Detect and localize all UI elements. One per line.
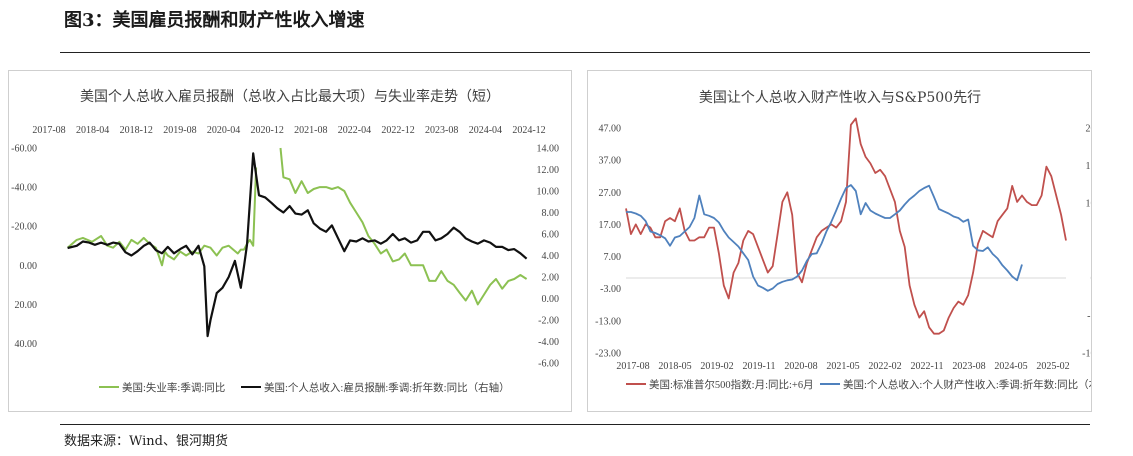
left-y-tick-label: 0.00 <box>20 261 38 272</box>
source-note: 数据来源：Wind、银河期货 <box>64 434 228 449</box>
left-y-tick-label: 20.00 <box>15 300 38 311</box>
right-y-tick-label: 2.00 <box>542 273 560 284</box>
left-y-tick-label: -23.00 <box>595 349 621 360</box>
title-divider <box>60 52 1090 53</box>
x-tick-label: 2025-02 <box>1036 361 1069 372</box>
figure-title: 图3：美国雇员报酬和财产性收入增速 <box>64 10 365 31</box>
right-y-tick-label: 12.00 <box>537 165 560 176</box>
right-y-tick-label: 5.00 <box>1091 236 1092 247</box>
right-y-tick-label: 0.00 <box>1091 274 1092 285</box>
series-line <box>66 167 258 267</box>
x-tick-label: 2022-02 <box>868 361 901 372</box>
right-y-tick-label: 14.00 <box>537 144 560 155</box>
right-y-tick-label: -4.00 <box>538 337 559 348</box>
left-y-tick-label: 37.00 <box>599 156 622 167</box>
x-tick-label: 2023-08 <box>952 361 985 372</box>
x-tick-label: 2021-05 <box>826 361 859 372</box>
right-y-tick-label: 8.00 <box>542 208 560 219</box>
source-divider <box>60 424 1090 425</box>
x-tick-label: 2018-05 <box>658 361 691 372</box>
left-y-tick-label: -3.00 <box>600 284 621 295</box>
x-tick-label: 2020-08 <box>784 361 817 372</box>
right-y-tick-label: 4.00 <box>542 251 560 262</box>
right-y-tick-label: -10.00 <box>1082 349 1091 360</box>
right-y-tick-label: 0.00 <box>542 294 560 305</box>
chart-panel-left: 美国个人总收入雇员报酬（总收入占比最大项）与失业率走势（短） 2017-08 201… <box>8 70 572 412</box>
x-tick-label: 2024-05 <box>994 361 1027 372</box>
left-y-tick-label: 40.00 <box>15 339 38 350</box>
left-y-tick-label: -60.00 <box>11 144 37 155</box>
right-y-tick-label: -2.00 <box>538 316 559 327</box>
series-line <box>279 147 528 306</box>
left-y-tick-label: -20.00 <box>11 222 37 233</box>
legend-label: 美国:个人总收入:个人财产性收入:季调:折年数:同比（右轴） <box>843 378 1091 391</box>
x-tick-label: 2017-08 <box>616 361 649 372</box>
left-y-tick-label: 27.00 <box>599 188 622 199</box>
x-tick-label: 2024-04 <box>469 125 502 136</box>
legend-label: 美国:标准普尔500指数:月:同比:+6月 <box>649 378 814 391</box>
x-tick-label: 2019-08 <box>163 125 196 136</box>
x-tick-label: 2019-11 <box>743 361 776 372</box>
x-tick-label: 2020-04 <box>207 125 240 136</box>
x-tick-label: 2022-04 <box>338 125 371 136</box>
chart-title: 美国让个人总收入财产性收入与S&P500先行 <box>699 90 981 106</box>
left-y-tick-label: -13.00 <box>595 316 621 327</box>
right-y-tick-label: 10.00 <box>1086 199 1092 210</box>
right-y-tick-label: 6.00 <box>542 230 560 241</box>
x-tick-label: 2022-12 <box>381 125 414 136</box>
left-y-tick-label: 17.00 <box>599 220 622 231</box>
right-y-tick-label: -6.00 <box>538 359 559 370</box>
chart-title: 美国个人总收入雇员报酬（总收入占比最大项）与失业率走势（短） <box>80 88 500 105</box>
series-line <box>67 152 528 338</box>
legend-label: 美国:个人总收入:雇员报酬:季调:折年数:同比（右轴） <box>264 381 510 394</box>
x-tick-label: 2023-08 <box>425 125 458 136</box>
x-tick-label: 2018-12 <box>120 125 153 136</box>
legend-label: 美国:失业率:季调:同比 <box>122 381 225 394</box>
x-tick-label: 2020-12 <box>251 125 284 136</box>
right-y-tick-label: 10.00 <box>537 187 560 198</box>
chart-panel-right: 美国让个人总收入财产性收入与S&P500先行 47.00 37.00 27.00 17.… <box>587 70 1092 412</box>
x-tick-label: 2024-12 <box>512 125 545 136</box>
left-y-tick-label: -40.00 <box>11 183 37 194</box>
x-tick-label: 2021-08 <box>294 125 327 136</box>
series-line <box>626 184 1023 292</box>
left-y-tick-label: 47.00 <box>599 124 622 135</box>
x-tick-label: 2018-04 <box>76 125 109 136</box>
series-line <box>625 117 1067 335</box>
x-tick-label: 2017-08 <box>32 125 65 136</box>
chart-right: 美国让个人总收入财产性收入与S&P500先行 47.00 37.00 27.00 17.… <box>595 90 1092 391</box>
x-tick-label: 2022-11 <box>911 361 944 372</box>
right-y-tick-label: 15.00 <box>1086 161 1092 172</box>
x-tick-label: 2019-02 <box>700 361 733 372</box>
right-y-tick-label: -5.00 <box>1087 311 1091 322</box>
chart-left: 美国个人总收入雇员报酬（总收入占比最大项）与失业率走势（短） 2017-08 201… <box>11 88 560 394</box>
right-y-tick-label: 20.00 <box>1086 124 1092 135</box>
left-y-tick-label: 7.00 <box>604 252 622 263</box>
